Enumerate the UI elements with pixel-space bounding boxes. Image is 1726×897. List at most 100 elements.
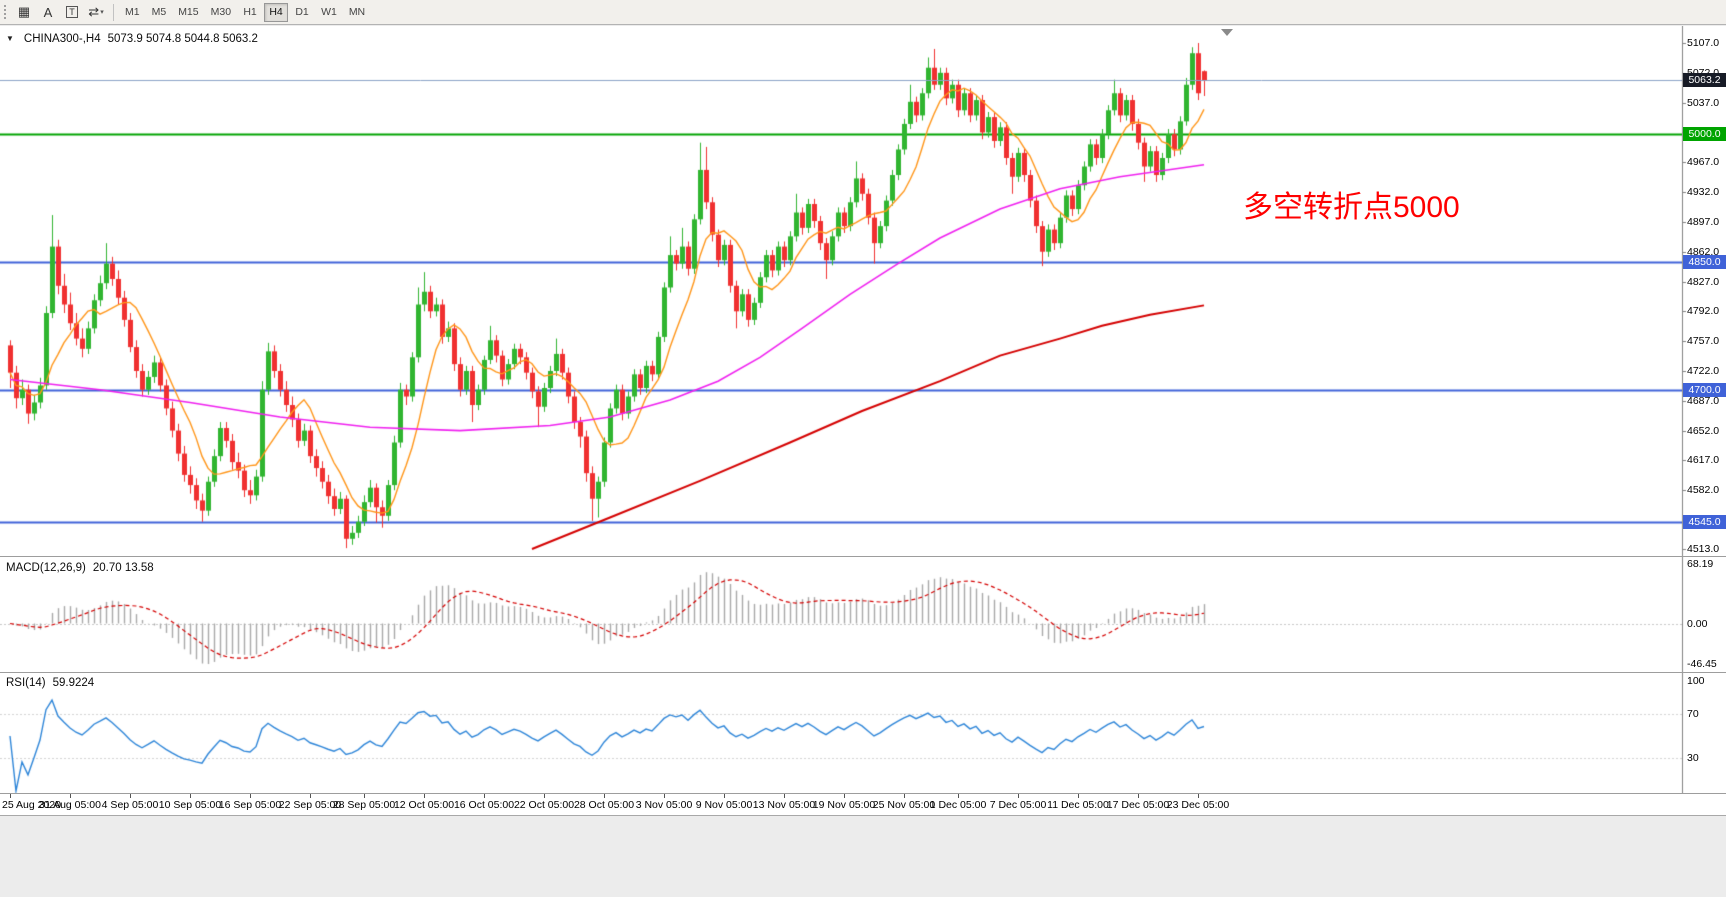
time-axis-tick	[484, 794, 485, 798]
time-axis-tick	[958, 794, 959, 798]
toolbar: ▦ A T ⇄ ▾ M1 M5 M15 M30 H1 H4 D1 W1 MN	[0, 0, 1726, 25]
macd-label: MACD(12,26,9)	[6, 562, 86, 574]
time-axis-label: 16 Sep 05:00	[218, 799, 282, 811]
timeframe-m5-button[interactable]: M5	[147, 3, 172, 22]
time-axis-label: 12 Oct 05:00	[393, 799, 455, 811]
chart-annotation-text[interactable]: 多空转折点5000	[1243, 191, 1460, 224]
macd-axis-label: -46.45	[1687, 658, 1717, 670]
time-axis-tick	[664, 794, 665, 798]
chart-title: ▼ CHINA300-,H4 5073.9 5074.8 5044.8 5063…	[6, 33, 258, 45]
price-badge-5000.0[interactable]: 5000.0	[1683, 127, 1726, 141]
time-axis-tick	[604, 794, 605, 798]
time-axis-label: 11 Dec 05:00	[1047, 799, 1109, 811]
chart-window: ▼ CHINA300-,H4 5073.9 5074.8 5044.8 5063…	[0, 26, 1726, 815]
time-axis-label: 28 Sep 05:00	[332, 799, 396, 811]
time-axis-tick	[130, 794, 131, 798]
timeframe-h4-button[interactable]: H4	[264, 2, 289, 22]
time-axis-label: 25 Aug 2020	[2, 799, 61, 811]
label-icon: T	[66, 6, 78, 18]
timeframe-d1-button[interactable]: D1	[290, 3, 314, 22]
timeframe-m15-button[interactable]: M15	[173, 3, 203, 22]
time-axis-tick	[1138, 794, 1139, 798]
text-tool-button[interactable]: A	[36, 2, 60, 22]
rsi-axis-label: 70	[1687, 708, 1699, 720]
macd-values: 20.70 13.58	[92, 562, 154, 574]
time-axis-tick	[784, 794, 785, 798]
rsi-axis-label: 30	[1687, 752, 1699, 764]
macd-header: MACD(12,26,9) 20.70 13.58	[6, 562, 154, 574]
time-axis-tick	[1078, 794, 1079, 798]
time-axis-tick	[1198, 794, 1199, 798]
rsi-panel-canvas[interactable]	[0, 673, 1726, 793]
panel-divider[interactable]	[0, 793, 1726, 794]
main-chart-canvas[interactable]	[0, 26, 1726, 556]
time-axis-tick	[364, 794, 365, 798]
price-axis-label: 4967.0	[1687, 156, 1720, 168]
time-axis-tick	[904, 794, 905, 798]
time-axis-label: 23 Dec 05:00	[1166, 799, 1230, 811]
price-axis-label: 4897.0	[1687, 216, 1720, 228]
time-axis-label: 4 Sep 05:00	[101, 799, 159, 811]
time-axis-label: 13 Nov 05:00	[752, 799, 816, 811]
text-icon: A	[43, 4, 53, 20]
time-axis-label: 3 Nov 05:00	[635, 799, 693, 811]
toolbar-separator	[113, 3, 114, 21]
price-axis-label: 4722.0	[1687, 365, 1720, 377]
price-axis-label: 4617.0	[1687, 454, 1720, 466]
time-axis-tick	[1018, 794, 1019, 798]
pointer-icon: ⇄	[88, 4, 100, 19]
toolbar-grip[interactable]	[3, 4, 8, 20]
time-axis-label: 25 Nov 05:00	[872, 799, 936, 811]
price-badge-4700.0[interactable]: 4700.0	[1683, 383, 1726, 397]
price-axis-label: 4932.0	[1687, 186, 1720, 198]
price-axis-label: 4827.0	[1687, 276, 1720, 288]
rsi-axis-label: 100	[1687, 675, 1705, 687]
time-axis-tick	[724, 794, 725, 798]
panel-divider[interactable]	[0, 556, 1726, 557]
time-axis-label: 16 Oct 05:00	[453, 799, 515, 811]
macd-panel-canvas[interactable]	[0, 557, 1726, 672]
window-bottom-area	[0, 815, 1726, 897]
time-axis-tick	[310, 794, 311, 798]
rsi-label: RSI(14)	[6, 677, 46, 689]
time-axis-label: 22 Sep 05:00	[278, 799, 342, 811]
time-axis-tick	[10, 794, 11, 798]
grid-tool-button[interactable]: ▦	[12, 2, 36, 22]
chart-symbol-period: CHINA300-,H4	[23, 33, 101, 45]
price-badge-4850.0[interactable]: 4850.0	[1683, 255, 1726, 269]
chart-shift-marker-icon[interactable]	[1221, 29, 1233, 36]
pointer-tool-button[interactable]: ⇄ ▾	[84, 2, 108, 22]
price-axis-label: 4513.0	[1687, 543, 1720, 555]
timeframe-bar: M1 M5 M15 M30 H1 H4 D1 W1 MN	[119, 2, 371, 22]
time-axis-label: 10 Sep 05:00	[158, 799, 222, 811]
time-axis-tick	[250, 794, 251, 798]
price-axis-label: 4687.0	[1687, 395, 1720, 407]
label-tool-button[interactable]: T	[60, 2, 84, 22]
rsi-value: 59.9224	[52, 677, 95, 689]
grid-icon: ▦	[17, 4, 31, 19]
price-badge-4545.0[interactable]: 4545.0	[1683, 515, 1726, 529]
time-axis-tick	[424, 794, 425, 798]
timeframe-h1-button[interactable]: H1	[238, 3, 262, 22]
time-axis-label: 17 Dec 05:00	[1106, 799, 1170, 811]
price-axis-label: 4792.0	[1687, 305, 1720, 317]
price-axis-label: 4757.0	[1687, 335, 1720, 347]
time-axis-tick	[190, 794, 191, 798]
time-axis-tick	[70, 794, 71, 798]
chart-menu-icon[interactable]: ▼	[6, 34, 14, 43]
timeframe-mn-button[interactable]: MN	[344, 3, 370, 22]
price-axis-label: 4582.0	[1687, 484, 1720, 496]
time-axis-label: 22 Oct 05:00	[513, 799, 575, 811]
timeframe-m30-button[interactable]: M30	[206, 3, 236, 22]
price-axis-label: 4652.0	[1687, 425, 1720, 437]
time-axis-label: 28 Oct 05:00	[573, 799, 635, 811]
timeframe-m1-button[interactable]: M1	[120, 3, 145, 22]
macd-axis-label: 0.00	[1687, 618, 1708, 630]
tool-button-group: ▦ A T ⇄ ▾	[12, 2, 108, 22]
time-axis[interactable]: 25 Aug 2020 31 Aug 05:00 4 Sep 05:00 10 Sep…	[0, 794, 1726, 815]
time-axis-label: 9 Nov 05:00	[695, 799, 753, 811]
time-axis-label: 1 Dec 05:00	[929, 799, 987, 811]
price-axis-label: 5037.0	[1687, 97, 1720, 109]
timeframe-w1-button[interactable]: W1	[316, 3, 342, 22]
panel-divider[interactable]	[0, 672, 1726, 673]
